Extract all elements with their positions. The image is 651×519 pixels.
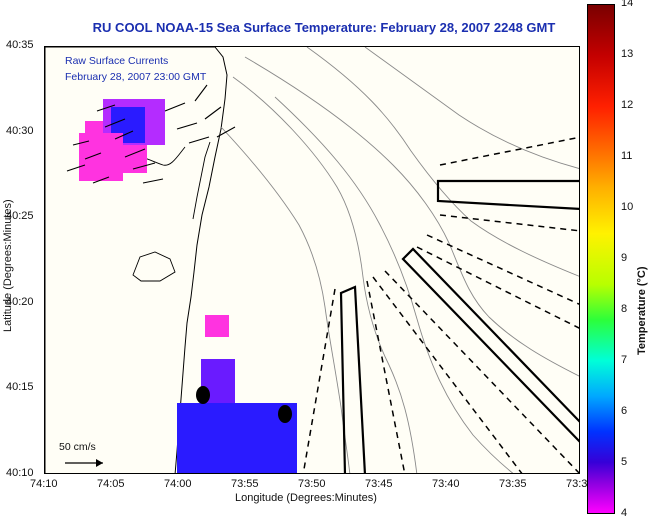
island-outline xyxy=(132,251,176,282)
colorbar-tick-label: 4 xyxy=(621,507,628,519)
y-tick-label: 40:15 xyxy=(6,381,34,394)
colorbar-tick-label: 13 xyxy=(621,48,634,60)
x-tick-label: 73:55 xyxy=(231,478,259,490)
x-tick-label: 73:3 xyxy=(566,478,588,490)
x-tick-label: 73:40 xyxy=(432,478,460,490)
colorbar-tick-label: 5 xyxy=(621,456,628,468)
legend-line-1: Raw Surface Currents xyxy=(65,55,169,67)
x-tick-label: 73:50 xyxy=(298,478,326,490)
radar-dashed-lines xyxy=(302,136,579,473)
x-tick-label: 73:45 xyxy=(365,478,393,490)
map-canvas xyxy=(45,47,579,473)
figure-title: RU COOL NOAA-15 Sea Surface Temperature:… xyxy=(92,20,556,35)
sst-patch-blue-corner xyxy=(177,427,217,473)
colorbar-tick-label: 6 xyxy=(621,405,628,417)
colorbar-tick-label: 10 xyxy=(621,201,634,213)
colorbar-tick-label: 11 xyxy=(621,150,633,162)
x-tick-label: 74:10 xyxy=(30,478,58,490)
x-axis-title: Longitude (Degrees:Minutes) xyxy=(235,492,377,504)
inland-waterway xyxy=(192,141,211,220)
colorbar-tick-label: 12 xyxy=(621,99,634,111)
y-axis-title: Latitude (Degrees:Minutes) xyxy=(2,199,14,332)
x-tick-label: 74:05 xyxy=(97,478,125,490)
legend-line-2: February 28, 2007 23:00 GMT xyxy=(65,71,207,83)
y-tick-label: 40:20 xyxy=(6,295,34,308)
radar-beam-polygons xyxy=(339,179,579,473)
colorbar-title: Temperature (°C) xyxy=(636,266,648,355)
sst-patch-magenta-west xyxy=(79,133,123,181)
colorbar-tick-label: 7 xyxy=(621,354,628,366)
colorbar-tick-label: 8 xyxy=(621,303,628,315)
colorbar-tick-label: 9 xyxy=(621,252,628,264)
y-tick-label: 40:30 xyxy=(6,124,34,137)
surface-current-vectors xyxy=(66,84,236,184)
x-tick-label: 74:00 xyxy=(164,478,192,490)
temperature-colorbar xyxy=(587,4,615,514)
station-marker-west xyxy=(196,386,210,404)
sst-pixels xyxy=(79,99,297,473)
x-tick-label: 73:35 xyxy=(499,478,527,490)
y-tick-label: 40:25 xyxy=(6,210,34,223)
colorbar-tick-label: 14 xyxy=(621,0,634,9)
map-plot-area: Raw Surface Currents February 28, 2007 2… xyxy=(44,46,580,474)
scale-arrow xyxy=(65,459,103,467)
sst-patch-magenta-south xyxy=(205,315,229,337)
y-tick-label: 40:10 xyxy=(6,467,34,479)
scale-label: 50 cm/s xyxy=(59,441,96,453)
y-tick-label: 40:35 xyxy=(6,39,34,51)
station-marker-east xyxy=(278,405,292,423)
